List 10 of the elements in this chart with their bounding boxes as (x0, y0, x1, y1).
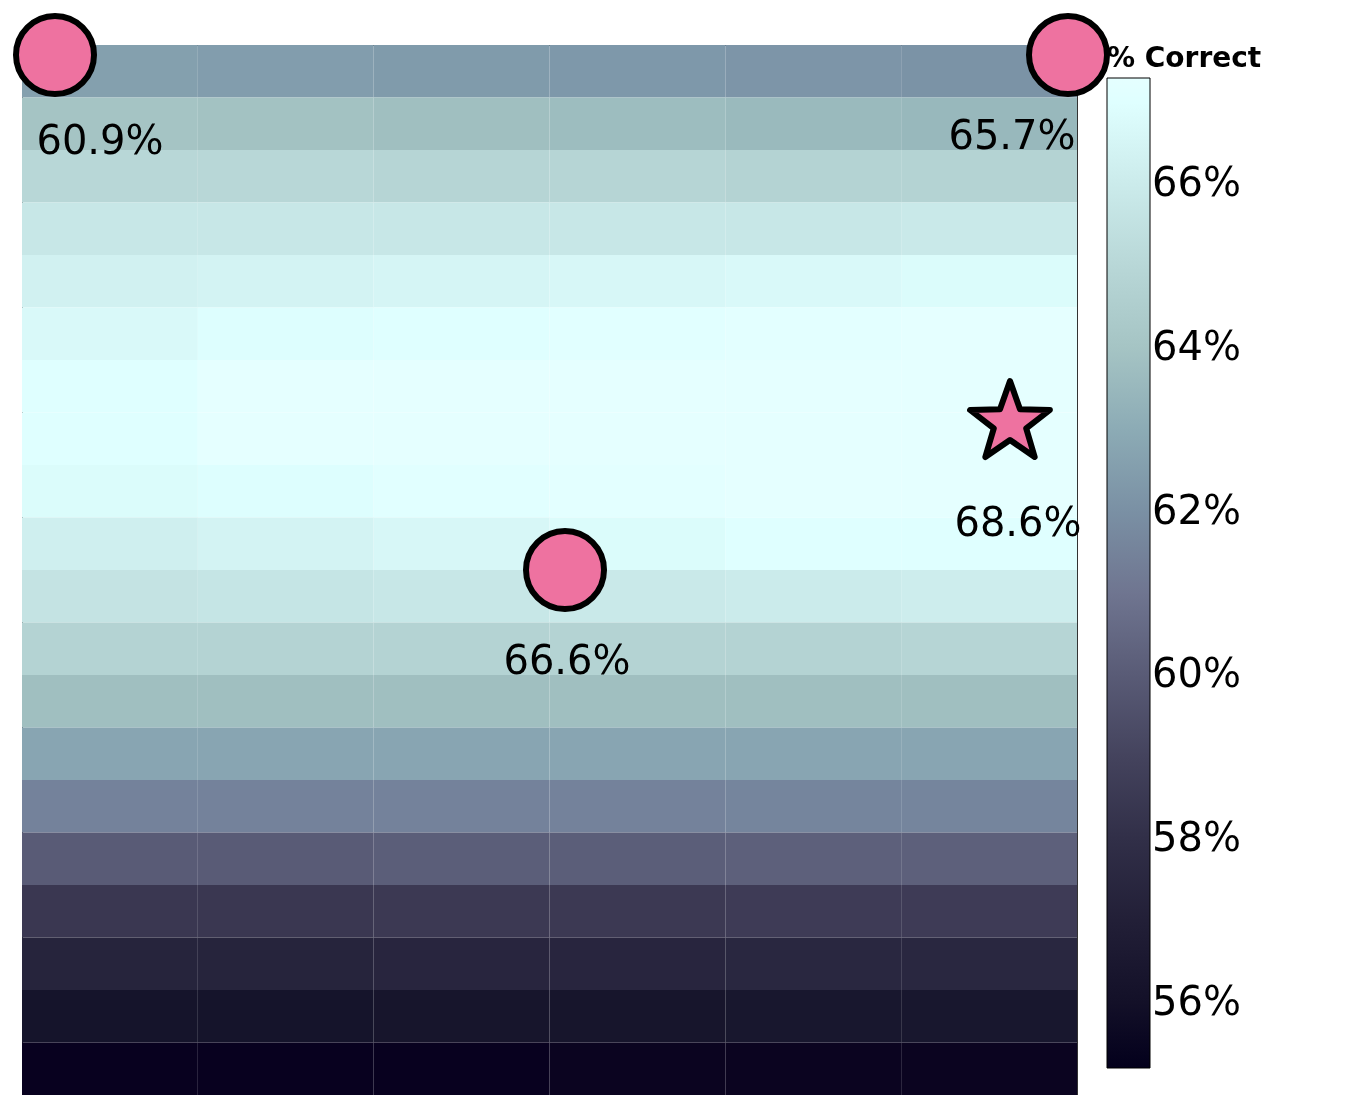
color-bar-label: 60% (1152, 650, 1241, 697)
annotation: 60.9% (36, 117, 164, 163)
color-bar-label: 56% (1152, 977, 1241, 1024)
color-bar-label: 66% (1152, 159, 1241, 206)
color-bar-label: 62% (1152, 486, 1241, 533)
annotation: 65.7% (948, 112, 1076, 158)
annotation: 66.6% (503, 637, 631, 683)
color-bar-label: 64% (1152, 323, 1241, 369)
color-bar-title: % Correct (1107, 41, 1262, 74)
color-bar-label: 58% (1152, 813, 1241, 860)
